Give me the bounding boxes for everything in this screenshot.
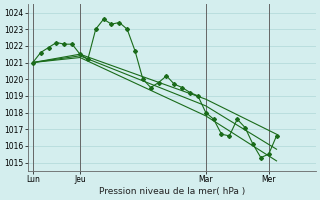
X-axis label: Pression niveau de la mer( hPa ): Pression niveau de la mer( hPa ) — [99, 187, 245, 196]
